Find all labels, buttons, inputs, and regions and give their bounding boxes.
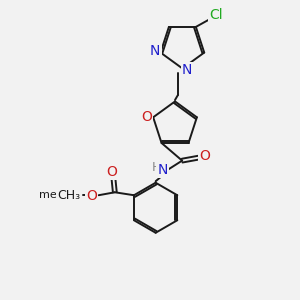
Text: N: N xyxy=(157,163,168,177)
Text: CH₃: CH₃ xyxy=(57,189,80,202)
Text: O: O xyxy=(141,110,152,124)
Text: O: O xyxy=(86,189,97,203)
Text: N: N xyxy=(150,44,160,58)
Text: Cl: Cl xyxy=(209,8,223,22)
Text: H: H xyxy=(152,161,161,174)
Text: N: N xyxy=(182,63,192,77)
Text: methyl: methyl xyxy=(39,190,78,200)
Text: O: O xyxy=(199,149,210,163)
Text: O: O xyxy=(106,165,117,179)
